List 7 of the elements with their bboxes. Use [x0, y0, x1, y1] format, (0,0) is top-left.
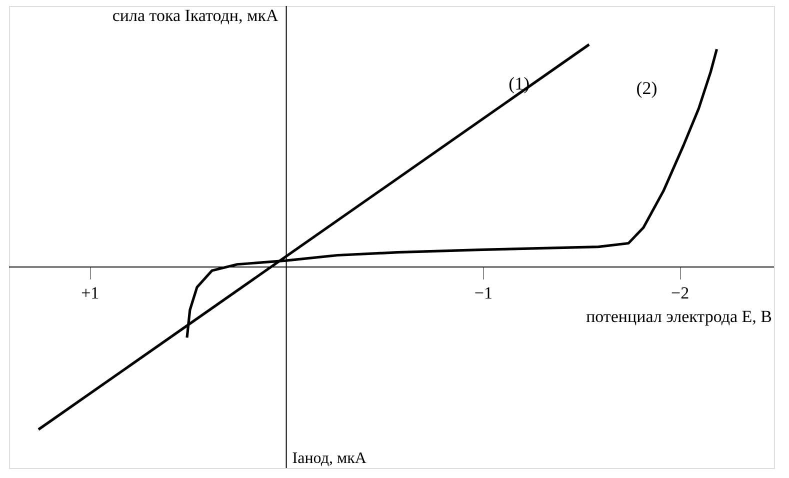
x-tick-label: +1	[81, 284, 100, 303]
x-axis-title: потенциал электрода E, В	[586, 307, 772, 326]
x-tick-label: −1	[474, 284, 492, 303]
y-axis-title: сила тока Iкатодн, мкА	[112, 6, 280, 25]
text: (2)	[636, 78, 658, 98]
text: Iанод, мкА	[292, 450, 367, 467]
x-tick-label: −2	[671, 284, 690, 303]
